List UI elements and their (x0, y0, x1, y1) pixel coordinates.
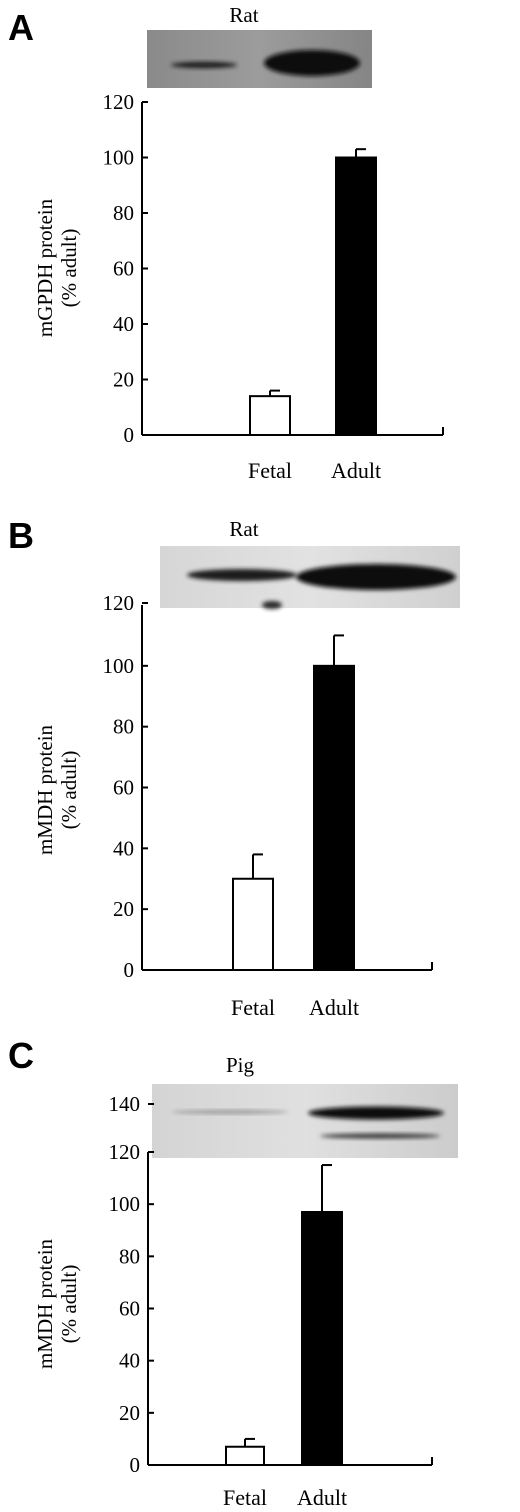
panel-b-blot-title: Rat (229, 517, 258, 541)
panel-a-y-tick-label: 80 (113, 201, 134, 225)
panel-a-plot: 0 20 40 60 80 100 120 Fetal Adult (103, 90, 444, 483)
panel-a-bar-adult (335, 156, 377, 436)
panel-b-category-label-fetal: Fetal (231, 995, 275, 1020)
panel-c-bar-adult (301, 1210, 343, 1467)
panel-a: A Rat 0 20 40 60 80 100 120 Fetal Adult mGPDH p… (8, 3, 444, 483)
panel-b: B Rat 0 20 40 60 80 100 120 Fetal Adult mMDH pr… (8, 515, 460, 1020)
panel-c-y-tick-label: 0 (130, 1453, 141, 1477)
panel-a-y-tick-label: 20 (113, 368, 134, 392)
panel-c-category-label-adult: Adult (297, 1485, 347, 1510)
panel-a-letter: A (8, 7, 34, 48)
panel-b-y-tick-label: 100 (103, 654, 135, 678)
panel-c-y-tick-label: 20 (119, 1401, 140, 1425)
panel-c-y-tick-label: 80 (119, 1244, 140, 1268)
panel-a-ylabel-line1: mGPDH protein (33, 198, 57, 337)
panel-b-y-tick-label: 20 (113, 897, 134, 921)
panel-c-plot: 0 20 40 60 80 100 120 140 Fetal Adult (109, 1092, 433, 1510)
panel-c-western-blot-image (152, 1084, 458, 1158)
panel-b-ylabel-line1: mMDH protein (33, 724, 57, 855)
panel-b-ylabel-line2: (% adult) (57, 751, 81, 830)
panel-c-ylabel-line2: (% adult) (57, 1265, 81, 1344)
panel-a-bar-fetal (249, 395, 291, 436)
panel-c-y-tick-label: 40 (119, 1349, 140, 1373)
panel-c-extra-tick-label: 140 (109, 1092, 141, 1116)
panel-a-ylabel-line2: (% adult) (57, 229, 81, 308)
panel-c-bar-fetal (225, 1445, 265, 1467)
panel-a-western-blot-image (147, 30, 372, 88)
panel-b-western-blot-image (160, 546, 460, 609)
panel-a-y-tick-label: 0 (124, 423, 135, 447)
panel-c-y-tick-label: 120 (109, 1140, 141, 1164)
panel-b-y-tick-label: 60 (113, 776, 134, 800)
panel-b-extra-tick-label: 120 (103, 591, 135, 615)
panel-b-y-tick-label: 80 (113, 715, 134, 739)
panel-a-y-tick-label: 100 (103, 146, 135, 170)
panel-c-y-tick-label: 60 (119, 1297, 140, 1321)
panel-c: C Pig 0 20 40 60 80 100 120 140 Fetal Adult mMDH… (8, 1035, 458, 1510)
panel-b-bar-adult (313, 664, 355, 971)
panel-a-y-tick-label: 60 (113, 257, 134, 281)
panel-a-y-tick-label: 120 (103, 90, 135, 114)
panel-b-plot: 0 20 40 60 80 100 120 Fetal Adult (103, 591, 433, 1020)
panel-a-category-label-fetal: Fetal (248, 458, 292, 483)
panel-a-y-tick-label: 40 (113, 312, 134, 336)
panel-a-blot-title: Rat (229, 3, 258, 27)
panel-a-category-label-adult: Adult (331, 458, 381, 483)
panel-c-blot-title: Pig (226, 1053, 255, 1077)
panel-b-y-tick-label: 0 (124, 958, 135, 982)
panel-b-category-label-adult: Adult (309, 995, 359, 1020)
panel-b-y-tick-label: 40 (113, 836, 134, 860)
panel-c-y-tick-label: 100 (109, 1192, 141, 1216)
panel-c-letter: C (8, 1035, 34, 1076)
panel-b-letter: B (8, 515, 34, 556)
panel-b-bar-fetal (232, 877, 274, 971)
panel-c-category-label-fetal: Fetal (223, 1485, 267, 1510)
panel-c-ylabel-line1: mMDH protein (33, 1238, 57, 1369)
